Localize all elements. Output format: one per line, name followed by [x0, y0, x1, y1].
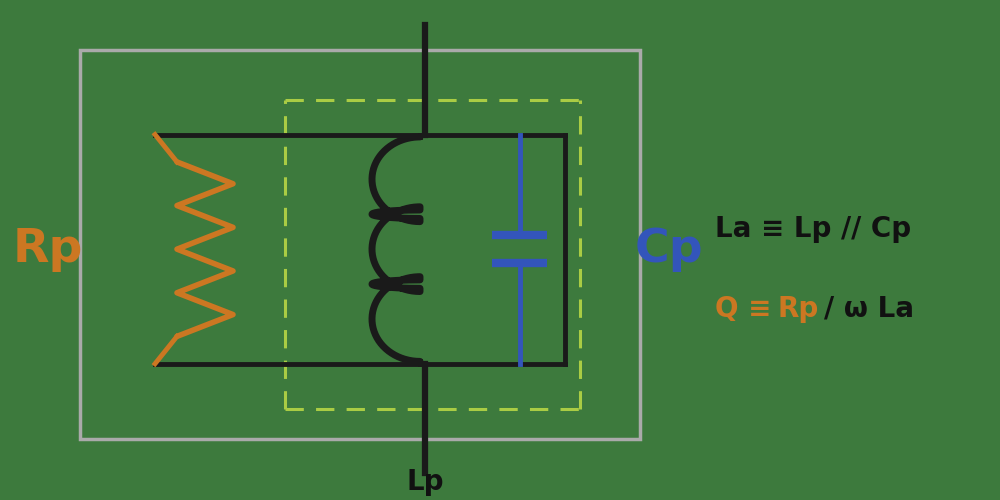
Bar [80, 50, 640, 438]
Text: Rp: Rp [13, 226, 83, 272]
Text: La ≡ Lp // Cp: La ≡ Lp // Cp [715, 215, 911, 243]
Text: Lp: Lp [406, 468, 444, 496]
Text: / ω La: / ω La [824, 295, 914, 323]
Text: Q ≡: Q ≡ [715, 295, 781, 323]
Text: Cp: Cp [635, 226, 704, 272]
Text: Rp: Rp [778, 295, 819, 323]
